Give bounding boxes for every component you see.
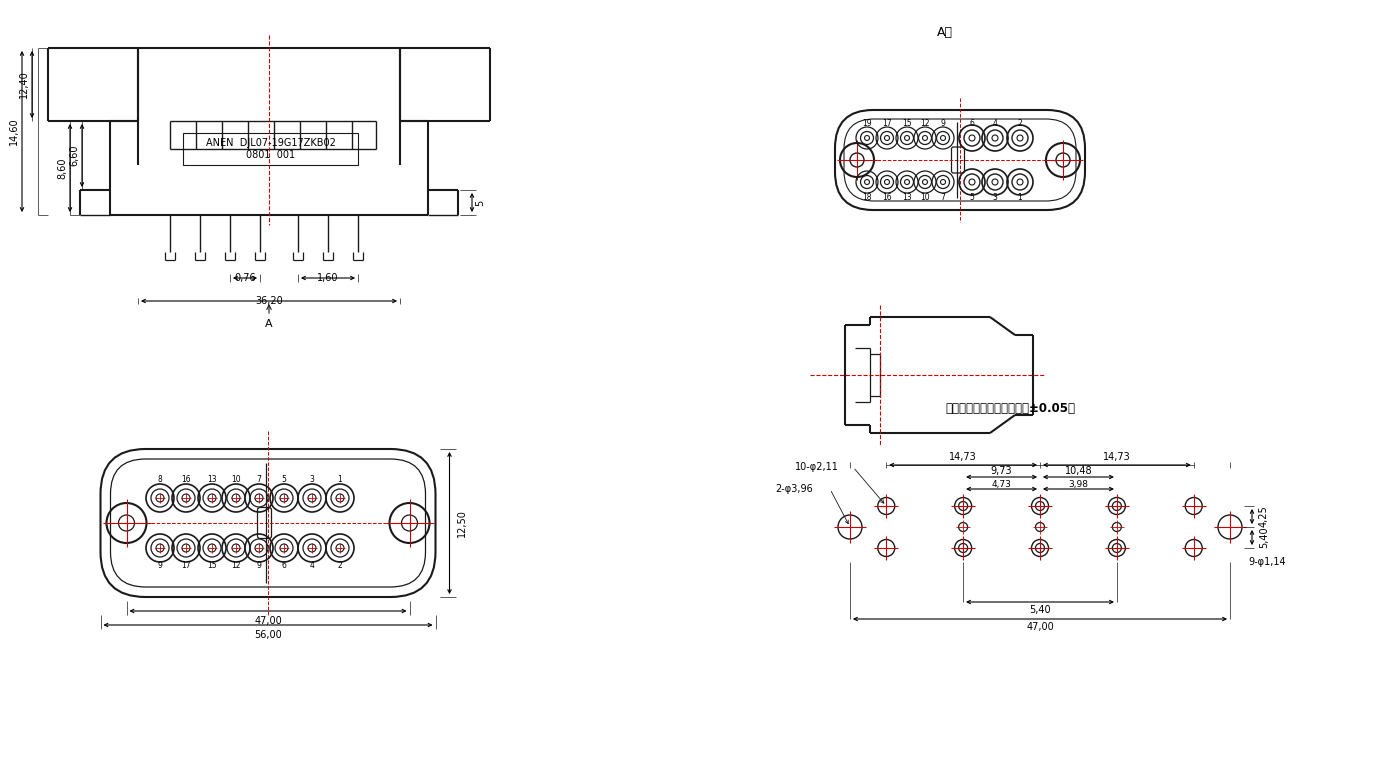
Text: 9,73: 9,73 <box>991 466 1013 476</box>
Text: 8: 8 <box>158 476 162 485</box>
Text: 7: 7 <box>941 192 945 201</box>
Text: 6: 6 <box>970 119 974 128</box>
Text: 2: 2 <box>1018 119 1022 128</box>
Text: A: A <box>266 319 272 329</box>
Text: 4,73: 4,73 <box>992 480 1011 489</box>
Text: 0801  001: 0801 001 <box>246 150 294 160</box>
Text: A向: A向 <box>937 26 954 39</box>
Text: 7: 7 <box>256 476 261 485</box>
Text: 5,40: 5,40 <box>1259 527 1269 548</box>
Text: 14,73: 14,73 <box>1104 452 1131 462</box>
Text: 14,73: 14,73 <box>949 452 977 462</box>
Text: 16: 16 <box>182 476 191 485</box>
Text: 12,50: 12,50 <box>457 509 466 537</box>
Text: 14,60: 14,60 <box>10 118 19 145</box>
Text: 9-φ1,14: 9-φ1,14 <box>1248 557 1285 567</box>
Text: 9: 9 <box>941 119 945 128</box>
Text: 10,48: 10,48 <box>1065 466 1093 476</box>
Text: 4: 4 <box>310 562 315 571</box>
Bar <box>183 133 358 165</box>
Text: ANEN  DJL07-19G17ZKB02: ANEN DJL07-19G17ZKB02 <box>205 138 336 148</box>
Text: 12,40: 12,40 <box>19 71 29 98</box>
Text: 3: 3 <box>310 476 315 485</box>
Text: 13: 13 <box>208 476 217 485</box>
Text: 15: 15 <box>208 562 217 571</box>
Text: 3: 3 <box>992 192 998 201</box>
Text: 10-φ2,11: 10-φ2,11 <box>795 462 839 472</box>
Text: 5,40: 5,40 <box>1029 605 1051 615</box>
Text: 4,25: 4,25 <box>1259 505 1269 527</box>
Text: 15: 15 <box>903 119 912 128</box>
Text: 2: 2 <box>337 562 343 571</box>
Text: 0,76: 0,76 <box>234 273 256 283</box>
Text: 9: 9 <box>158 562 162 571</box>
Text: 10: 10 <box>921 192 930 201</box>
Text: 18: 18 <box>863 192 872 201</box>
Text: 4: 4 <box>992 119 998 128</box>
Text: 3,98: 3,98 <box>1068 480 1088 489</box>
Text: 6: 6 <box>282 562 286 571</box>
Text: 建议印刺板开孔尺寸（公差±0.05）: 建议印刺板开孔尺寸（公差±0.05） <box>945 401 1075 414</box>
Text: 10: 10 <box>231 476 241 485</box>
Text: 6,60: 6,60 <box>69 144 78 166</box>
Text: 19: 19 <box>863 119 872 128</box>
Text: 17: 17 <box>182 562 191 571</box>
Text: 5: 5 <box>475 199 484 206</box>
Text: 5: 5 <box>970 192 974 201</box>
Text: 8,60: 8,60 <box>56 157 67 179</box>
Text: 36,20: 36,20 <box>255 296 283 306</box>
Text: 12: 12 <box>921 119 930 128</box>
Text: 47,00: 47,00 <box>255 616 282 626</box>
Text: 17: 17 <box>882 119 892 128</box>
Text: 2-φ3,96: 2-φ3,96 <box>775 484 813 494</box>
Text: 1: 1 <box>1018 192 1022 201</box>
Text: 1: 1 <box>337 476 343 485</box>
Text: 56,00: 56,00 <box>255 630 282 640</box>
Text: 9: 9 <box>256 562 261 571</box>
Text: 1,60: 1,60 <box>318 273 338 283</box>
Text: 47,00: 47,00 <box>1026 622 1054 632</box>
Text: 16: 16 <box>882 192 892 201</box>
Text: 12: 12 <box>231 562 241 571</box>
Text: 5: 5 <box>282 476 286 485</box>
Text: 13: 13 <box>903 192 912 201</box>
